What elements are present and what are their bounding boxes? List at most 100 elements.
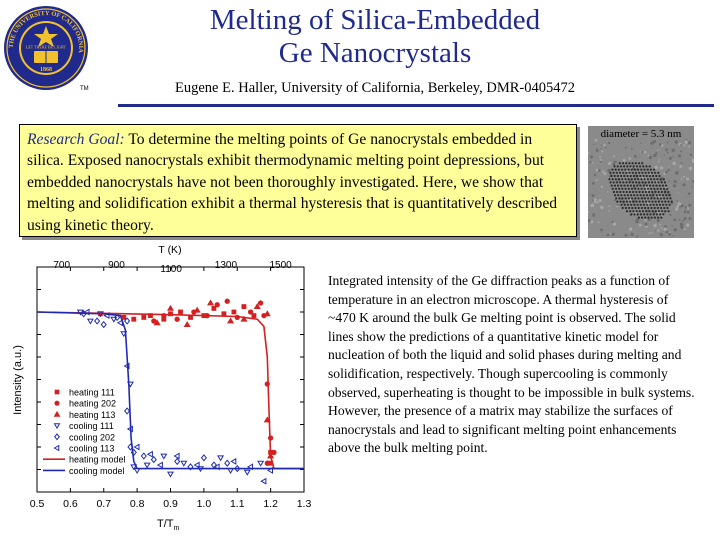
cooling-113-point xyxy=(267,466,273,474)
cooling-111-point xyxy=(197,466,205,473)
legend-label: heating 202 xyxy=(69,399,116,409)
heating-113-point xyxy=(227,317,235,324)
heating-113-point xyxy=(253,303,261,309)
cooling-202-point xyxy=(127,443,134,451)
heating-202-point xyxy=(234,314,240,321)
cooling-111-point xyxy=(180,460,188,467)
cooling-113-point xyxy=(230,457,237,465)
cooling-202-point xyxy=(174,457,181,466)
cooling-113-point xyxy=(133,443,140,451)
heating-111-point xyxy=(131,316,137,322)
y-axis-label: Intensity (a.u.) xyxy=(12,345,24,415)
x-tick-label: 1.0 xyxy=(197,498,212,510)
heating-202-point xyxy=(264,381,270,387)
data-markers xyxy=(76,298,277,485)
micrograph-image xyxy=(588,138,694,238)
top-tick-label: 1300 xyxy=(215,260,238,271)
cooling-111-point xyxy=(120,331,128,338)
top-tick-label: 900 xyxy=(108,260,125,271)
university-seal-icon: THE UNIVERSITY OF CALIFORNIA LET THERE B… xyxy=(2,4,90,92)
author-affiliation: Eugene E. Haller, University of Californ… xyxy=(175,80,575,96)
cooling-111-point xyxy=(160,453,168,460)
cooling-113-point xyxy=(103,312,110,320)
heating-202-point xyxy=(267,435,274,441)
y-axis xyxy=(37,266,304,493)
figure-description: Integrated intensity of the Ge diffracti… xyxy=(328,273,695,456)
heating-111-point xyxy=(148,313,153,319)
cooling-113-point xyxy=(146,450,153,458)
heating-111-point xyxy=(251,313,257,319)
x-tick-label: 0.9 xyxy=(163,498,178,510)
x-tick-label: 0.5 xyxy=(30,498,45,510)
heating-202-point xyxy=(264,460,270,466)
cooling-111-point xyxy=(133,468,141,474)
heating-111-point xyxy=(211,305,217,311)
heating-113-point xyxy=(183,321,191,327)
legend-marker xyxy=(54,400,60,406)
cooling-113-point xyxy=(213,463,220,471)
legend-label: cooling 113 xyxy=(69,444,114,454)
legend-marker xyxy=(53,444,60,452)
x-tick-label: 1.2 xyxy=(263,498,278,510)
cooling-202-point xyxy=(124,317,131,325)
heating-113-point xyxy=(193,306,201,313)
cooling-113-point xyxy=(193,461,200,469)
cooling-113-point xyxy=(156,461,163,469)
cooling-202-point xyxy=(224,459,231,467)
x-axis-label-sub: m xyxy=(174,525,180,532)
cooling-113-point xyxy=(247,463,253,471)
heating-202-point xyxy=(204,312,210,319)
cooling-111-point xyxy=(76,309,84,316)
legend-marker xyxy=(54,433,60,441)
x-tick-label: 0.6 xyxy=(63,498,78,510)
legend-label: cooling 111 xyxy=(69,421,114,431)
cooling-111-point xyxy=(110,316,118,323)
trademark-mark: TM xyxy=(80,86,89,92)
heating-111-point xyxy=(121,314,127,320)
heating-202-point xyxy=(257,300,264,306)
top-axis-label: T (K) xyxy=(158,244,181,256)
legend-label: heating 113 xyxy=(69,410,115,420)
legend-label: cooling model xyxy=(69,466,125,476)
top-tick-label: 1100 xyxy=(160,264,182,275)
heating-202-point xyxy=(161,312,167,319)
legend-label: heating 111 xyxy=(69,388,115,398)
research-goal-text: To determine the melting points of Ge na… xyxy=(27,131,558,234)
cooling-202-point xyxy=(234,464,241,473)
heating-113-point xyxy=(153,319,161,326)
cooling-111-point xyxy=(86,318,94,325)
heating-202-point xyxy=(151,318,157,324)
cooling-202-point xyxy=(210,461,217,469)
cooling-111-point xyxy=(257,460,265,467)
legend-label: cooling 202 xyxy=(69,432,115,442)
x-tick-label: 0.8 xyxy=(130,498,145,510)
heating-113-point xyxy=(240,315,248,322)
top-tick-label: 1500 xyxy=(270,260,293,271)
heating-111-point xyxy=(221,311,227,317)
cooling-202-point xyxy=(130,448,137,457)
heating-202-point xyxy=(224,298,230,304)
cooling-111-point xyxy=(96,311,104,318)
intensity-chart: 0.5 0.6 0.7 0.8 0.9 1.0 1.1 1.2 1.3 700 900 1100 13… xyxy=(12,244,312,532)
header-divider xyxy=(118,104,714,107)
heating-202-point xyxy=(271,449,277,456)
micrograph-diameter-label: diameter = 5.3 nm xyxy=(600,128,682,140)
cooling-202-point xyxy=(140,452,147,460)
cooling-202-point xyxy=(100,320,107,329)
seal-year: 1868 xyxy=(40,67,52,73)
x-tick-label: 1.1 xyxy=(230,498,245,510)
legend-marker xyxy=(53,423,61,430)
cooling-111-point xyxy=(243,469,251,476)
heating-111-point xyxy=(231,309,237,315)
legend-label: heating model xyxy=(69,455,126,465)
cooling-202-point xyxy=(114,313,121,322)
title-line-2: Ge Nanocrystals xyxy=(278,37,472,69)
cooling-111-point xyxy=(217,455,225,462)
x-tick-label: 1.3 xyxy=(297,498,312,510)
research-goal-lead: Research Goal: xyxy=(27,131,125,148)
heating-111-point xyxy=(188,314,193,320)
heating-202-point xyxy=(214,302,220,308)
heating-111-point xyxy=(168,311,173,317)
heating-202-point xyxy=(174,316,180,322)
